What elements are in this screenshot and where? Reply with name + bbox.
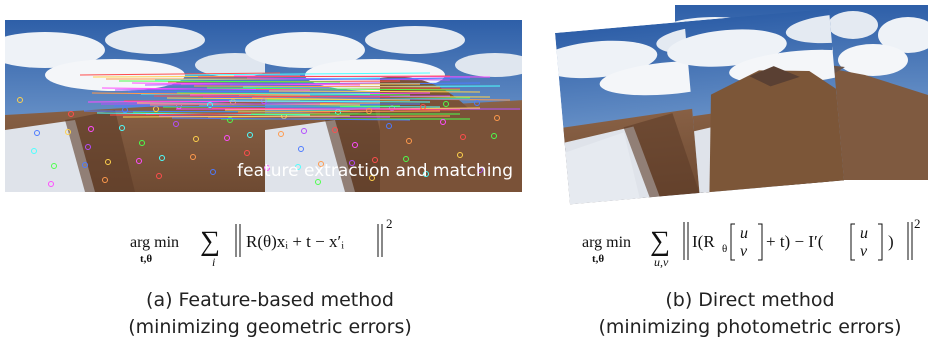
figure: feature extraction and matching arg min t,…	[0, 0, 928, 346]
vec-entry: u	[860, 225, 868, 242]
power: 2	[386, 216, 393, 231]
operator: arg min	[582, 234, 631, 251]
power: 2	[914, 216, 921, 231]
rot-sub: θ	[722, 243, 727, 255]
caption: (minimizing photometric errors)	[598, 316, 901, 338]
caption: (minimizing geometric errors)	[128, 316, 412, 338]
overlay-label: feature extraction and matching	[237, 161, 513, 181]
vec-entry: v	[740, 243, 748, 260]
vec-entry: u	[740, 225, 748, 242]
sum: ∑	[650, 226, 670, 257]
formula-body: R(θ)xᵢ + t − x′ᵢ	[246, 232, 344, 251]
panel-b-image	[535, 0, 928, 206]
operator: arg min	[130, 234, 179, 251]
formula-body: I(R	[692, 232, 715, 251]
sum: ∑	[200, 226, 220, 257]
caption: (a) Feature-based method	[146, 289, 394, 311]
caption: (b) Direct method	[665, 289, 834, 311]
sum-index: i	[212, 255, 215, 269]
operator-sub: t,θ	[140, 253, 152, 265]
formula-body: )	[888, 232, 894, 251]
operator-sub: t,θ	[592, 253, 604, 265]
sum-index: u,v	[654, 255, 669, 269]
vec-entry: v	[860, 243, 868, 260]
formula-body: + t) − I′(	[766, 232, 824, 251]
